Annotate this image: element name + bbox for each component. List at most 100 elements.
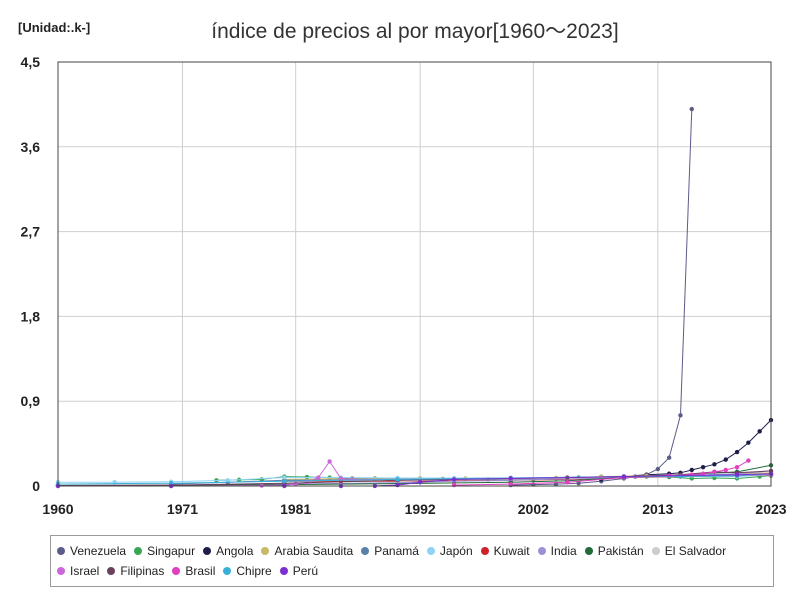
- legend-label: Chipre: [236, 564, 272, 578]
- plot-frame: [57, 61, 772, 487]
- y-tick-label: 2,7: [21, 224, 41, 240]
- chart-title: índice de precios al por mayor[1960～2023…: [211, 20, 619, 43]
- legend-marker-icon: [261, 547, 270, 555]
- legend-item: Japón: [426, 541, 473, 561]
- legend-label: Panamá: [374, 544, 419, 558]
- legend-label: Arabia Saudita: [274, 544, 354, 558]
- x-tick-label: 2002: [518, 501, 549, 517]
- x-tick-label: 2013: [642, 501, 673, 517]
- legend-item: Brasil: [172, 561, 215, 581]
- data-point: [451, 477, 457, 482]
- data-point: [746, 440, 751, 445]
- data-point: [508, 476, 513, 481]
- legend-marker-icon: [223, 567, 232, 575]
- legend-item: Pakistán: [584, 541, 644, 561]
- data-point: [395, 477, 400, 482]
- data-point: [678, 474, 683, 479]
- data-point: [734, 464, 740, 470]
- legend-label: India: [550, 544, 577, 558]
- y-tick-label: 1,8: [21, 308, 41, 324]
- x-tick-label: 2023: [755, 501, 786, 517]
- data-point: [316, 475, 321, 480]
- legend-label: Brasil: [185, 564, 216, 578]
- legend-marker-icon: [584, 547, 593, 555]
- legend-item: Chipre: [223, 561, 272, 581]
- legend-item: El Salvador: [651, 541, 727, 561]
- data-point: [655, 466, 661, 472]
- data-point: [225, 478, 230, 483]
- data-point: [689, 467, 694, 473]
- data-point: [621, 474, 627, 479]
- data-point: [417, 480, 423, 485]
- y-tick-label: 3,6: [21, 139, 41, 155]
- data-point: [395, 482, 400, 488]
- legend-marker-icon: [537, 547, 546, 555]
- data-point: [282, 475, 287, 480]
- legend-item: Kuwait: [480, 541, 530, 561]
- legend-item: India: [537, 541, 577, 561]
- series-0: [508, 106, 694, 488]
- data-point: [689, 106, 694, 112]
- y-tick-label: 0: [32, 478, 40, 494]
- legend-label: Filipinas: [120, 564, 165, 578]
- legend-item: Panamá: [361, 541, 419, 561]
- legend-label: Angola: [216, 544, 254, 558]
- x-tick-label: 1971: [167, 501, 198, 517]
- data-point: [712, 462, 717, 467]
- data-point: [734, 472, 740, 477]
- data-point: [712, 469, 717, 475]
- data-point: [746, 458, 751, 463]
- x-tick-labels: 1960 1971 1981 1992 2002 2013 2023: [42, 501, 786, 517]
- y-tick-label: 0,9: [21, 393, 41, 409]
- legend-item: Filipinas: [107, 561, 164, 581]
- data-point: [565, 480, 570, 485]
- legend-label: Pakistán: [597, 544, 644, 558]
- data-point: [666, 455, 672, 460]
- legend-marker-icon: [480, 547, 489, 555]
- legend-marker-icon: [57, 567, 65, 575]
- y-tick-labels: 0 0,9 1,8 2,7 3,6 4,5: [21, 54, 41, 494]
- data-point: [700, 464, 706, 470]
- legend-marker-icon: [651, 547, 660, 555]
- x-tick-label: 1981: [280, 501, 311, 517]
- legend-marker-icon: [279, 567, 288, 575]
- legend-marker-icon: [203, 547, 212, 555]
- data-point: [451, 482, 457, 488]
- legend-marker-icon: [361, 547, 370, 555]
- data-point: [757, 429, 762, 434]
- legend-label: El Salvador: [664, 544, 727, 558]
- legend-label: Kuwait: [493, 544, 530, 558]
- axis-layer: [57, 61, 772, 487]
- data-point: [678, 413, 683, 418]
- legend-item: Venezuela: [57, 541, 126, 561]
- x-tick-label: 1992: [405, 501, 436, 517]
- data-point: [282, 479, 287, 484]
- legend-item: Perú: [279, 561, 319, 581]
- series-line: [510, 109, 693, 486]
- legend-marker-icon: [57, 547, 65, 555]
- data-point: [327, 459, 332, 464]
- legend-item: Arabia Saudita: [261, 541, 353, 561]
- legend-label: Israel: [70, 564, 100, 578]
- unit-label: [Unidad:.k-]: [18, 20, 91, 35]
- data-point: [723, 467, 728, 473]
- grid-lines: [57, 61, 772, 487]
- legend-marker-icon: [107, 567, 116, 575]
- legend-marker-icon: [426, 547, 435, 555]
- data-point: [508, 481, 513, 487]
- legend-marker-icon: [134, 547, 143, 555]
- legend-label: Venezuela: [70, 544, 127, 558]
- data-point: [723, 457, 728, 462]
- legend-item: Angola: [203, 541, 253, 561]
- legend-label: Japón: [439, 544, 473, 558]
- legend-label: Perú: [292, 564, 319, 578]
- data-point: [576, 480, 581, 486]
- y-tick-label: 4,5: [21, 54, 41, 70]
- legend-item: Israel: [57, 561, 99, 581]
- series-layer: [55, 106, 774, 489]
- legend-marker-icon: [172, 567, 181, 575]
- x-tick-label: 1960: [42, 501, 73, 517]
- data-point: [734, 449, 740, 455]
- legend: Venezuela Singapur Angola Arabia Saudita Pan…: [50, 535, 774, 587]
